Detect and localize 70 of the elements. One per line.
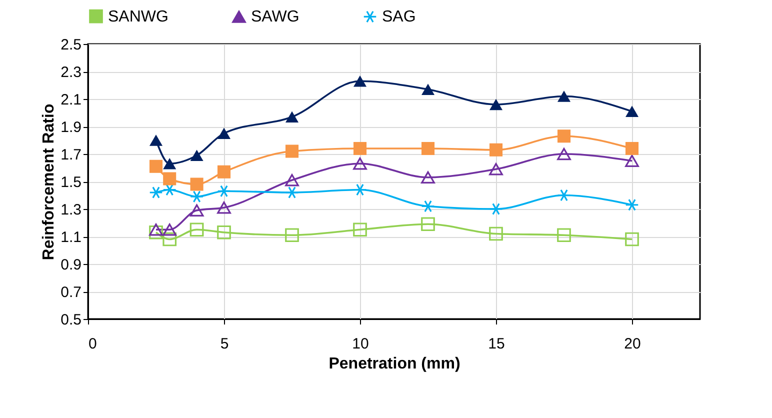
point — [149, 186, 163, 199]
point — [190, 150, 204, 162]
x-tick-label: 20 — [624, 336, 641, 352]
y-tick-label: 0.7 — [60, 284, 82, 301]
point — [190, 178, 204, 191]
point — [625, 154, 639, 167]
point — [557, 228, 571, 242]
y-tick-label: 1.5 — [60, 174, 82, 191]
point — [421, 84, 435, 96]
point — [163, 158, 176, 170]
point — [149, 225, 163, 240]
y-tick-label: 1.7 — [60, 146, 82, 164]
point — [285, 174, 299, 186]
point — [421, 171, 435, 184]
x-tick-label: 15 — [488, 336, 505, 352]
point — [353, 158, 367, 170]
point — [557, 90, 571, 102]
point — [149, 134, 163, 146]
y-tick-label: 2.5 — [60, 36, 82, 54]
y-tick-label: 1.3 — [60, 202, 82, 218]
x-axis-title: Penetration (mm) — [328, 356, 460, 372]
point — [489, 98, 503, 110]
point — [217, 202, 231, 214]
point — [285, 186, 299, 199]
y-tick-label: 2.3 — [60, 64, 82, 81]
legend-label: SANWG — [108, 8, 168, 26]
point — [353, 75, 367, 87]
point — [421, 200, 435, 212]
y-tick-label: 1.1 — [60, 229, 82, 246]
point — [217, 165, 231, 178]
point — [489, 226, 503, 241]
point — [190, 204, 204, 216]
point — [285, 228, 299, 242]
y-axis-title: Reinforcement Ratio — [40, 104, 58, 260]
point — [625, 106, 639, 118]
point — [190, 190, 204, 203]
point — [557, 189, 571, 202]
point — [285, 144, 299, 158]
x-tick-label: 5 — [220, 336, 229, 352]
point — [625, 198, 639, 212]
point — [557, 130, 571, 143]
point — [190, 222, 204, 237]
point — [149, 160, 163, 173]
point — [421, 142, 435, 156]
x-tick-label: 0 — [88, 336, 97, 352]
point — [149, 224, 163, 236]
point — [162, 224, 177, 236]
legend-label: SAWG — [251, 8, 300, 26]
point — [489, 202, 503, 216]
point — [217, 225, 231, 240]
point — [421, 217, 435, 232]
y-tick-label: 2.1 — [60, 92, 82, 108]
point — [625, 142, 639, 156]
x-tick-label: 10 — [352, 336, 369, 352]
point — [217, 184, 231, 198]
point — [489, 143, 503, 156]
point — [162, 184, 177, 196]
point — [557, 148, 571, 160]
point — [217, 128, 231, 140]
y-tick-label: 0.9 — [60, 256, 82, 274]
point — [163, 172, 176, 186]
point — [353, 222, 367, 237]
y-tick-label: 1.9 — [60, 119, 82, 136]
y-tick-label: 0.5 — [60, 312, 82, 328]
point — [285, 111, 299, 123]
point — [353, 142, 367, 156]
point — [162, 232, 177, 246]
point — [489, 163, 503, 176]
legend-label: SAG — [382, 8, 416, 26]
point — [625, 232, 639, 246]
